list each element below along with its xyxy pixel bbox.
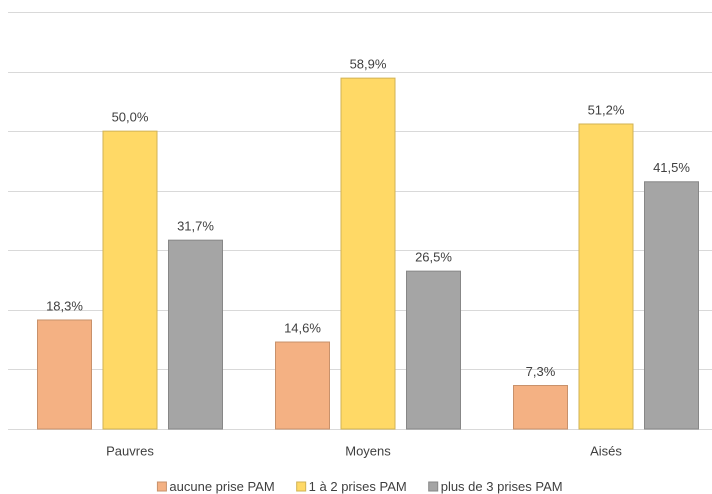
data-label: 41,5%	[653, 160, 690, 175]
bar	[37, 319, 92, 430]
legend-swatch	[156, 481, 167, 492]
data-label: 18,3%	[46, 298, 83, 313]
data-label: 58,9%	[350, 57, 387, 72]
legend-swatch	[428, 481, 439, 492]
data-label: 14,6%	[284, 320, 321, 335]
legend-swatch	[296, 481, 307, 492]
x-tick-label: Moyens	[345, 443, 391, 458]
data-label: 51,2%	[588, 102, 625, 117]
data-label: 7,3%	[526, 364, 556, 379]
bar	[513, 385, 568, 430]
data-label: 50,0%	[112, 110, 149, 125]
bar	[406, 270, 461, 430]
bar	[168, 239, 223, 430]
bar	[644, 181, 699, 430]
legend-label: plus de 3 prises PAM	[441, 479, 563, 494]
bar	[578, 123, 634, 430]
legend-label: 1 à 2 prises PAM	[309, 479, 407, 494]
bar	[340, 77, 396, 430]
data-label: 26,5%	[415, 250, 452, 265]
legend-label: aucune prise PAM	[169, 479, 274, 494]
bar	[102, 130, 158, 430]
x-tick-label: Pauvres	[106, 443, 154, 458]
x-tick-label: Aisés	[590, 443, 622, 458]
legend: aucune prise PAM 1 à 2 prises PAM plus de …	[156, 479, 563, 494]
bar	[275, 341, 330, 430]
data-label: 31,7%	[177, 219, 214, 234]
